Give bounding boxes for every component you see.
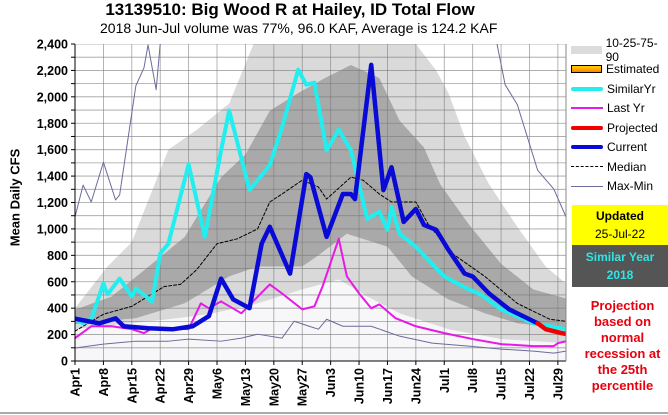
x-tick-label: Apr15 xyxy=(125,368,139,403)
x-tick-label: Jun3 xyxy=(324,368,338,397)
series-max-min-min xyxy=(75,318,566,354)
legend-label: Estimated xyxy=(606,62,660,77)
projected-swatch-icon xyxy=(571,125,603,130)
similar-year-box: Similar Year 2018 xyxy=(572,245,668,287)
legend-item-current: Current xyxy=(571,138,668,158)
legend-item-projected: Projected xyxy=(571,118,668,138)
legend-item-median: Median xyxy=(571,157,668,177)
x-tick-label: May6 xyxy=(211,368,225,399)
y-tick-label: 2,200 xyxy=(37,64,68,78)
series-projected xyxy=(535,320,566,337)
chart-title: 13139510: Big Wood R at Hailey, ID Total… xyxy=(105,0,475,19)
legend-label: Current xyxy=(607,140,648,155)
x-tick-label: Apr8 xyxy=(97,368,111,397)
current-swatch-icon xyxy=(571,145,603,150)
legend-item-lastyr: Last Yr xyxy=(571,99,668,119)
legend-item-similaryr: SimilarYr xyxy=(571,79,668,99)
legend-label: Max-Min xyxy=(607,179,654,194)
series-similaryr xyxy=(75,67,566,332)
legend-label: 10-25-75-90 xyxy=(605,35,658,64)
legend-item-estimated: Estimated xyxy=(571,60,668,80)
x-tick-label: Jul1 xyxy=(438,368,452,393)
plot-area xyxy=(75,44,566,361)
x-tick-label: Jul15 xyxy=(495,368,509,400)
band-swatch-icon xyxy=(571,45,602,54)
y-tick-label: 0 xyxy=(61,355,68,369)
x-tick-label: Apr29 xyxy=(182,368,196,403)
band-p25-p75 xyxy=(75,64,566,330)
y-tick-label: 2,400 xyxy=(37,38,68,52)
x-tick-label: May13 xyxy=(239,368,253,406)
x-tick-label: Jun10 xyxy=(353,368,367,404)
x-tick-label: Jun24 xyxy=(409,368,423,404)
x-tick-label: May27 xyxy=(296,368,310,406)
band-p10-p25 xyxy=(75,233,566,344)
updated-date: 25-Jul-22 xyxy=(594,227,646,241)
projection-note: Projection based on normal recession at … xyxy=(584,298,661,393)
y-tick-label: 1,600 xyxy=(37,143,68,157)
x-tick-label: Jul22 xyxy=(523,368,537,400)
series-max-min-max xyxy=(75,44,566,218)
chart-subtitle: 2018 Jun-Jul volume was 77%, 96.0 KAF, A… xyxy=(100,20,498,36)
similar-year-value: 2018 xyxy=(606,268,634,282)
legend-item-bands: 10-25-75-90 xyxy=(571,36,668,64)
similaryr-swatch-icon xyxy=(571,86,603,91)
y-tick-label: 1,200 xyxy=(37,196,68,210)
lastyr-swatch-icon xyxy=(571,107,603,110)
updated-box: Updated 25-Jul-22 xyxy=(572,205,668,245)
x-tick-label: Apr22 xyxy=(154,368,168,403)
x-tick-label: Jul8 xyxy=(466,368,480,393)
y-tick-label: 2,000 xyxy=(37,90,68,104)
series-current xyxy=(75,62,540,332)
legend: 10-25-75-90 Estimated SimilarYr Last Yr … xyxy=(571,36,668,197)
y-tick-label: 600 xyxy=(47,275,68,289)
y-tick-label: 200 xyxy=(47,328,68,342)
y-tick-label: 800 xyxy=(47,249,68,263)
legend-label: SimilarYr xyxy=(607,81,656,96)
y-tick-label: 1,800 xyxy=(37,117,68,131)
median-swatch-icon xyxy=(571,166,603,168)
maxmin-swatch-icon xyxy=(571,185,603,187)
estimated-swatch-icon xyxy=(571,65,602,74)
legend-item-maxmin: Max-Min xyxy=(571,177,668,197)
band-below-p10 xyxy=(75,279,566,361)
y-tick-label: 1,400 xyxy=(37,170,68,184)
similar-year-label: Similar Year xyxy=(585,250,655,264)
x-tick-label: Apr1 xyxy=(69,368,83,397)
x-tick-label: Jul29 xyxy=(551,368,565,400)
y-tick-label: 1,000 xyxy=(37,222,68,236)
y-tick-label: 400 xyxy=(47,302,68,316)
x-tick-label: May20 xyxy=(267,368,281,406)
legend-label: Median xyxy=(607,159,647,174)
legend-label: Last Yr xyxy=(607,101,645,116)
x-tick-label: Jun17 xyxy=(381,368,395,404)
bottom-divider xyxy=(0,412,668,414)
legend-label: Projected xyxy=(607,120,658,135)
updated-label: Updated xyxy=(596,209,644,223)
